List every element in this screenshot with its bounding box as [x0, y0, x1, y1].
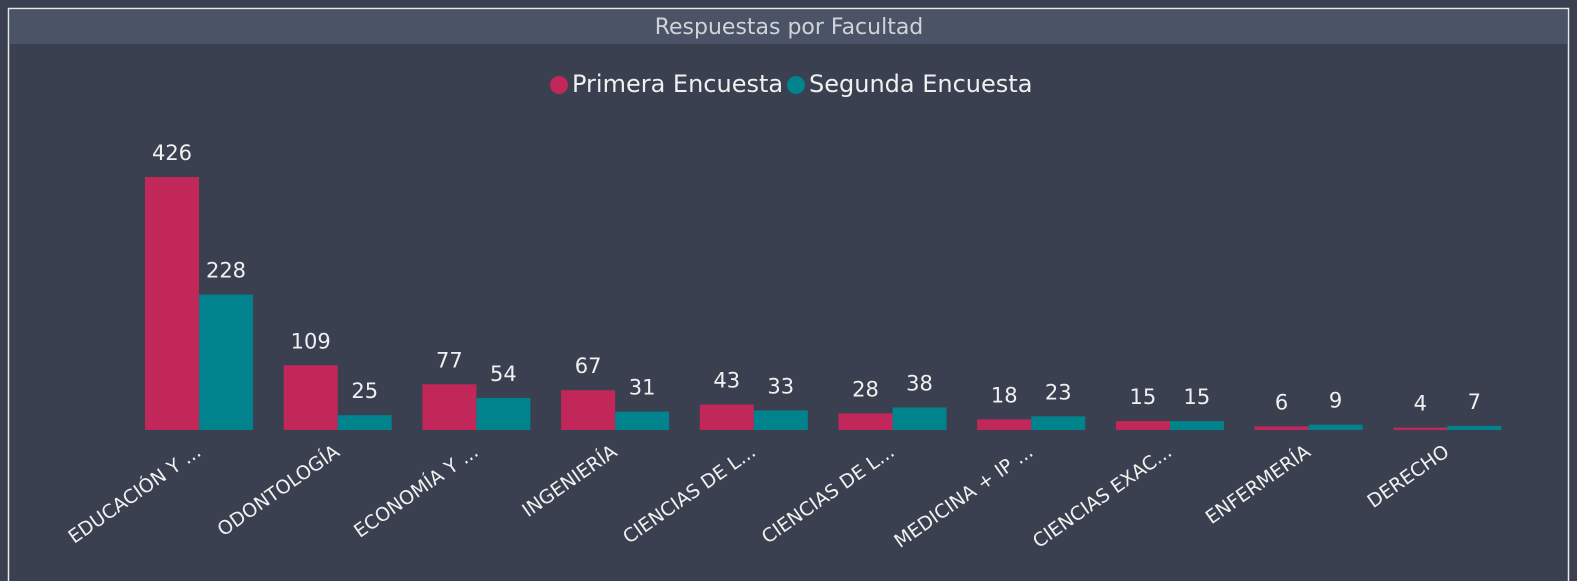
bar	[476, 397, 531, 430]
title-bar	[10, 10, 1567, 44]
data-label: 18	[991, 383, 1018, 407]
data-label: 6	[1275, 390, 1288, 414]
data-label: 25	[351, 379, 378, 403]
bar	[699, 404, 754, 430]
bar	[753, 410, 808, 430]
bar	[199, 294, 253, 430]
data-label: 28	[852, 377, 879, 401]
bar	[1031, 416, 1086, 430]
legend-label: Primera Encuesta	[572, 70, 783, 98]
bar	[838, 413, 893, 430]
data-label: 31	[629, 376, 656, 400]
frame	[7, 7, 1570, 581]
legend-swatch	[787, 76, 805, 94]
bar	[145, 177, 199, 430]
bar	[1393, 427, 1448, 430]
bar	[892, 407, 947, 430]
data-label: 54	[490, 362, 517, 386]
bar	[1169, 421, 1224, 430]
bar	[977, 419, 1032, 430]
bar	[337, 415, 392, 430]
bar	[422, 384, 477, 430]
data-label: 77	[436, 348, 463, 372]
data-label: 33	[767, 374, 794, 398]
data-label: 7	[1468, 390, 1481, 414]
chart-title: Respuestas por Facultad	[655, 15, 924, 40]
data-label: 228	[206, 259, 246, 283]
data-label: 426	[152, 141, 192, 165]
data-label: 109	[291, 329, 331, 353]
bar	[1447, 425, 1502, 430]
data-label: 15	[1130, 385, 1157, 409]
data-label: 67	[575, 354, 602, 378]
bar	[1115, 421, 1170, 430]
data-label: 38	[906, 371, 933, 395]
bar	[561, 390, 616, 430]
data-label: 4	[1414, 392, 1427, 416]
data-label: 43	[713, 368, 740, 392]
bar	[1308, 424, 1363, 430]
data-label: 9	[1329, 389, 1342, 413]
legend-swatch	[550, 76, 568, 94]
legend-label: Segunda Encuesta	[809, 70, 1032, 98]
bar	[1254, 426, 1309, 430]
bar	[283, 365, 338, 430]
bar	[615, 411, 670, 430]
data-label: 15	[1184, 385, 1211, 409]
data-label: 23	[1045, 380, 1072, 404]
